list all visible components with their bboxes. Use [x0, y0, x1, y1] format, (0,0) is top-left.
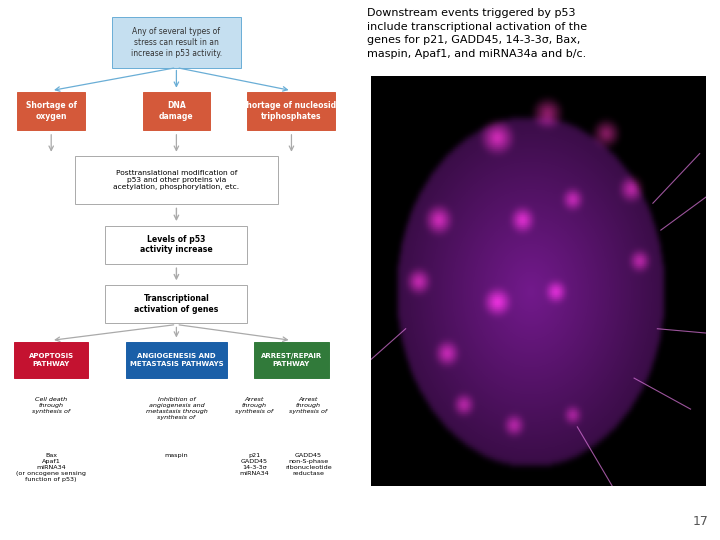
FancyBboxPatch shape — [105, 226, 248, 264]
FancyBboxPatch shape — [143, 92, 210, 130]
Text: Shortage of
oxygen: Shortage of oxygen — [26, 102, 77, 121]
Text: Arrest
through
synthesis of: Arrest through synthesis of — [235, 397, 274, 414]
Text: Inhibition of
angiogenesis and
metastasis through
synthesis of: Inhibition of angiogenesis and metastasi… — [145, 397, 207, 420]
FancyBboxPatch shape — [17, 92, 85, 130]
FancyBboxPatch shape — [14, 342, 89, 378]
FancyBboxPatch shape — [105, 285, 248, 323]
FancyBboxPatch shape — [248, 92, 336, 130]
FancyBboxPatch shape — [125, 342, 227, 378]
Text: Bax
Apaf1
miRNA34
(or oncogene sensing
function of p53): Bax Apaf1 miRNA34 (or oncogene sensing f… — [16, 453, 86, 482]
Text: ARREST/REPAIR
PATHWAY: ARREST/REPAIR PATHWAY — [261, 353, 322, 367]
Text: DNA
damage: DNA damage — [159, 102, 194, 121]
Text: Any of several types of
stress can result in an
increase in p53 activity.: Any of several types of stress can resul… — [131, 27, 222, 58]
FancyBboxPatch shape — [254, 342, 328, 378]
Text: GADD45
non-S-phase
ribonucleotide
reductase: GADD45 non-S-phase ribonucleotide reduct… — [285, 453, 332, 476]
Text: Arrest
through
synthesis of: Arrest through synthesis of — [289, 397, 328, 414]
Text: Posttranslational modification of
p53 and other proteins via
acetylation, phosph: Posttranslational modification of p53 an… — [113, 170, 240, 190]
Text: ANGIOGENESIS AND
METASTASIS PATHWAYS: ANGIOGENESIS AND METASTASIS PATHWAYS — [130, 353, 223, 367]
Text: Levels of p53
activity increase: Levels of p53 activity increase — [140, 235, 213, 254]
FancyBboxPatch shape — [75, 156, 278, 204]
Text: Shortage of nucleoside
triphosphates: Shortage of nucleoside triphosphates — [241, 102, 342, 121]
Text: p21
GADD45
14-3-3σ
miRNA34: p21 GADD45 14-3-3σ miRNA34 — [240, 453, 269, 476]
Text: APOPTOSIS
PATHWAY: APOPTOSIS PATHWAY — [29, 353, 73, 367]
Text: Cell death
through
synthesis of: Cell death through synthesis of — [32, 397, 71, 414]
FancyBboxPatch shape — [112, 17, 240, 68]
Text: 17: 17 — [693, 515, 709, 528]
Text: Downstream events triggered by p53
include transcriptional activation of the
gen: Downstream events triggered by p53 inclu… — [367, 8, 588, 59]
Text: maspin: maspin — [165, 453, 188, 457]
Text: Transcriptional
activation of genes: Transcriptional activation of genes — [134, 294, 219, 314]
